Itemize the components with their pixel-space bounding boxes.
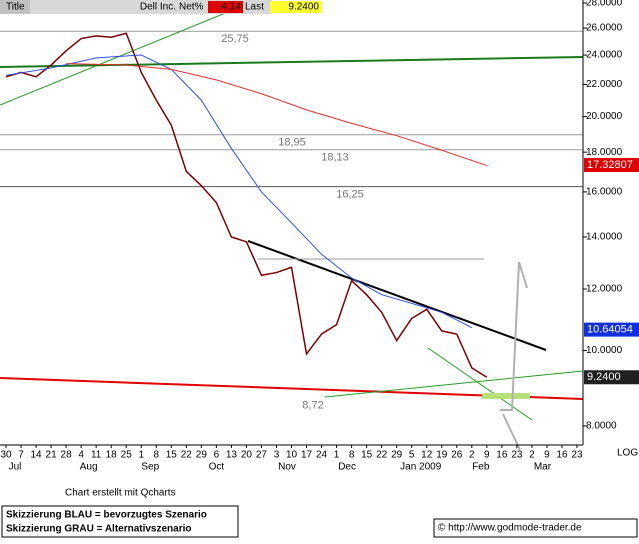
note: Skizzierung BLAU = bevorzugtes Szenario: [6, 510, 207, 521]
note: Skizzierung GRAU = Alternativszenario: [6, 524, 192, 535]
x-tick-label: 25: [121, 450, 133, 461]
note-box: [1, 505, 239, 538]
x-tick-label: 23: [511, 450, 523, 461]
x-tick-label: 16: [556, 450, 568, 461]
y-tick-label: 10.0000: [586, 345, 623, 356]
level-label: 16,25: [336, 189, 364, 201]
y-tick-label: 18.0000: [586, 147, 623, 158]
trendline: [324, 370, 584, 398]
x-tick-label: 22: [376, 450, 388, 461]
x-tick-label: 15: [166, 450, 178, 461]
x-tick-label: 22: [181, 450, 193, 461]
x-tick-label: 13: [226, 450, 238, 461]
month-label: Oct: [209, 462, 225, 473]
scenario-arrow: [500, 261, 528, 411]
month-label: Jan 2009: [400, 462, 442, 473]
month-label: Jul: [9, 462, 22, 473]
x-tick-label: 15: [361, 450, 373, 461]
x-tick-label: 2: [529, 450, 535, 461]
level-label: 8,72: [302, 400, 323, 412]
price-label: 9.2400: [587, 371, 621, 383]
month-label: Feb: [472, 462, 490, 473]
month-label: Aug: [80, 462, 98, 473]
x-tick-label: 10: [286, 450, 298, 461]
price-box: [584, 370, 639, 385]
header-title: Title: [6, 2, 25, 13]
y-tick-label: 24.0000: [586, 50, 623, 61]
header-last-label: Last: [245, 2, 264, 13]
level-label: 18,13: [321, 152, 349, 164]
month-label: Mar: [534, 462, 552, 473]
price-label: 10.64054: [587, 324, 633, 336]
highlight: [482, 393, 530, 399]
price-label: 17.32807: [587, 159, 633, 171]
source-box: [433, 518, 638, 538]
x-tick-label: 16: [496, 450, 508, 461]
x-tick-label: 1: [138, 450, 144, 461]
axis-note: LOG: [617, 448, 638, 459]
month-label: Dec: [338, 462, 356, 473]
header-name: Dell Inc.: [140, 2, 176, 13]
x-tick-label: 20: [241, 450, 253, 461]
level-label: 25,75: [221, 33, 249, 45]
x-tick-label: 17: [301, 450, 313, 461]
credit: Chart erstellt mit Qcharts: [65, 488, 176, 499]
header-last-box: [270, 1, 322, 13]
x-tick-label: 24: [316, 450, 328, 461]
trendline: [0, 2, 251, 106]
price-box: [584, 157, 639, 172]
trendline: [427, 347, 533, 421]
series-line: [5, 32, 488, 378]
y-tick-label: 22.0000: [586, 79, 623, 90]
y-tick-label: 26.0000: [586, 23, 623, 34]
trendline: [0, 56, 584, 68]
x-tick-label: 18: [106, 450, 118, 461]
y-tick-label: 16.0000: [586, 187, 623, 198]
x-tick-label: 2: [469, 450, 475, 461]
month-label: Nov: [278, 462, 296, 473]
level-label: 18,95: [278, 137, 306, 149]
header-net: -4.14: [218, 2, 241, 13]
x-tick-label: 11: [91, 450, 102, 461]
x-tick-label: 21: [46, 450, 58, 461]
x-tick-label: 5: [409, 450, 415, 461]
x-tick-label: 30: [0, 450, 12, 461]
header-bar: [0, 0, 272, 14]
x-tick-label: 23: [571, 450, 583, 461]
x-tick-label: 1: [334, 450, 340, 461]
x-tick-label: 26: [451, 450, 463, 461]
x-tick-label: 28: [61, 450, 73, 461]
price-box: [584, 322, 639, 337]
month-label: Sep: [141, 462, 159, 473]
x-tick-label: 27: [256, 450, 268, 461]
series-line: [66, 63, 487, 167]
source: © http://www.godmode-trader.de: [438, 523, 582, 534]
x-tick-label: 29: [391, 450, 403, 461]
x-tick-label: 7: [18, 450, 24, 461]
y-tick-label: 14.0000: [586, 232, 623, 243]
header-last: 9.2400: [288, 2, 319, 13]
x-tick-label: 8: [153, 450, 159, 461]
series-line: [5, 54, 473, 329]
x-tick-label: 3: [274, 450, 280, 461]
y-tick-label: 28.0000: [586, 0, 623, 9]
x-tick-label: 8: [349, 450, 355, 461]
x-tick-label: 12: [421, 450, 433, 461]
x-tick-label: 6: [214, 450, 220, 461]
x-tick-label: 9: [544, 450, 550, 461]
x-tick-label: 9: [484, 450, 490, 461]
x-tick-label: 14: [30, 450, 42, 461]
y-tick-label: 8.0000: [586, 421, 617, 432]
y-tick-label: 12.0000: [586, 284, 623, 295]
y-tick-label: 20.0000: [586, 111, 623, 122]
header-net-box: [208, 1, 243, 13]
x-tick-label: 29: [196, 450, 208, 461]
header-net-label: Net%: [179, 2, 204, 13]
scenario-arrow: [502, 413, 521, 451]
header-cell: [0, 0, 30, 14]
x-tick-label: 19: [436, 450, 448, 461]
x-tick-label: 4: [78, 450, 84, 461]
